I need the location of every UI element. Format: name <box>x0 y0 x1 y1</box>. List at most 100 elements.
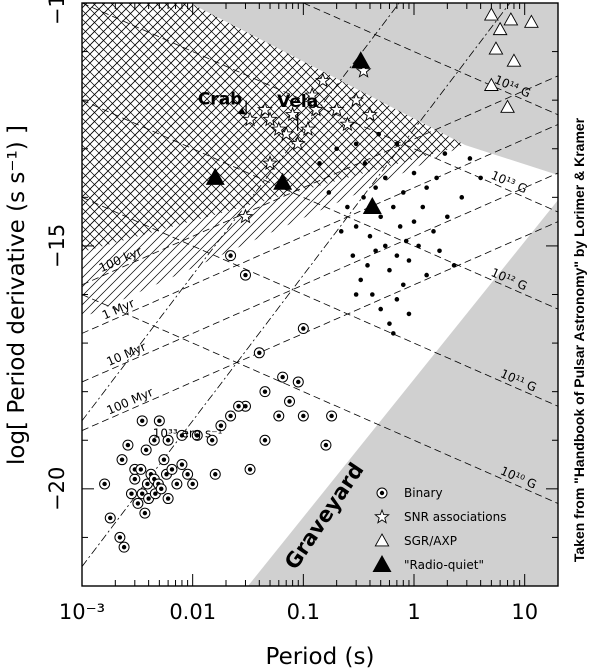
legend-symbol-2 <box>374 533 390 547</box>
binary-pulsar-point <box>139 507 151 519</box>
binary-pulsar-point <box>273 410 285 422</box>
pulsar-point <box>391 331 396 336</box>
pulsar-point <box>326 190 332 195</box>
pulsar-point <box>353 141 359 147</box>
snr-pulsar-point <box>262 111 278 127</box>
binary-pulsar-point <box>244 463 256 475</box>
pulsar-point <box>353 292 359 297</box>
legend-symbol-0 <box>376 487 388 499</box>
age-line <box>82 221 558 431</box>
pulsar-point <box>370 292 375 297</box>
x-axis-title: Period (s) <box>266 644 375 670</box>
snr-pulsar-point <box>328 101 345 117</box>
snr-pulsar-point <box>304 87 321 103</box>
pulsar-point <box>365 263 370 268</box>
sgr-axp-point <box>506 53 522 67</box>
radio-quiet-point <box>351 51 371 69</box>
pulsar-point <box>394 141 400 147</box>
annotation-vela: Vela <box>277 92 318 112</box>
snr-pulsar-point <box>284 106 301 122</box>
pulsar-point <box>406 311 412 317</box>
y-tick-label: −10 <box>45 0 69 25</box>
x-tick-label: 0.01 <box>169 600 216 624</box>
snr-pulsar-point <box>362 106 378 122</box>
pulsar-point <box>400 282 406 288</box>
pulsar-point <box>338 229 344 234</box>
binary-pulsar-point <box>209 468 221 480</box>
pulsar-point <box>400 190 406 195</box>
pulsar-point <box>467 156 473 161</box>
binary-pulsar-point <box>233 400 245 412</box>
y-tick-label: −15 <box>45 224 69 268</box>
graveyard-region <box>248 200 558 586</box>
binary-pulsar-point <box>171 478 183 490</box>
pulsar-point <box>358 277 364 283</box>
pulsar-point <box>350 253 356 258</box>
binary-pulsar-point <box>148 434 160 446</box>
pulsar-point <box>424 272 429 278</box>
legend-symbol-3 <box>372 555 392 572</box>
pulsar-point <box>420 204 426 210</box>
binary-pulsar-point <box>239 269 251 281</box>
field-line <box>82 196 558 407</box>
sgr-axp-point <box>523 14 539 28</box>
snr-pulsar-point <box>242 111 258 127</box>
binary-pulsar-point <box>191 429 203 441</box>
legend-label: SNR associations <box>404 510 506 524</box>
pulsar-point <box>416 243 421 249</box>
snr-pulsar-point <box>308 101 324 117</box>
age-line <box>82 75 558 286</box>
pulsar-point <box>437 248 442 254</box>
radio-quiet-point <box>362 197 382 215</box>
edot-line <box>82 3 400 422</box>
pulsar-point <box>373 185 378 190</box>
binary-pulsar-point <box>166 463 178 475</box>
binary-pulsar-point <box>326 410 338 422</box>
pulsar-point <box>411 170 417 176</box>
binary-pulsar-point <box>253 347 265 359</box>
pulsar-point <box>397 224 403 229</box>
snr-pulsar-point <box>289 135 306 151</box>
binary-pulsar-point <box>125 488 137 500</box>
sgr-axp-point <box>503 12 519 26</box>
snr-pulsar-point <box>262 155 278 171</box>
binary-pulsar-point <box>135 463 147 475</box>
binary-pulsar-point <box>259 386 271 398</box>
legend: Binary SNR associations SGR/AXP "Radio-quie… <box>372 486 506 572</box>
legend-symbol-1 <box>374 508 390 524</box>
pulsar-point <box>367 233 373 239</box>
y-axis-title: log[ Period derivative (s s⁻¹) ] <box>4 125 30 465</box>
snr-pulsar-point <box>257 101 273 117</box>
y-tick-label: −20 <box>45 467 69 511</box>
pulsar-point <box>378 214 383 220</box>
sgr-axp-point <box>500 99 515 113</box>
binary-pulsar-point <box>162 493 174 505</box>
pulsar-point <box>378 306 383 312</box>
binary-pulsar-point <box>176 429 188 441</box>
binary-pulsar-point <box>116 454 128 466</box>
pulsar-point <box>382 175 388 181</box>
pulsar-point <box>362 161 368 166</box>
sgr-axp-point <box>483 7 499 21</box>
binary-pulsar-point <box>118 541 130 553</box>
snr-pulsar-point <box>270 121 287 137</box>
snr-pulsar-point <box>339 116 356 132</box>
pulsar-point <box>373 248 378 254</box>
magnetar-region <box>190 3 558 175</box>
snr-pulsar-point <box>237 208 254 224</box>
binary-pulsar-point <box>104 512 116 524</box>
snr-pulsar-point <box>355 62 372 78</box>
pulsar-point <box>353 224 359 229</box>
x-tick-label: 1 <box>407 600 420 624</box>
legend-label: SGR/AXP <box>404 534 457 548</box>
binary-pulsar-point <box>122 439 134 451</box>
pulsar-point <box>334 146 339 152</box>
binary-pulsar-point <box>176 459 188 471</box>
pulsar-point <box>451 263 457 268</box>
binary-pulsar-point <box>99 478 111 490</box>
x-tick-label: 10⁻³ <box>59 600 105 624</box>
field-line <box>302 3 558 116</box>
pulsar-point <box>317 161 322 166</box>
binary-pulsar-point <box>284 395 296 407</box>
